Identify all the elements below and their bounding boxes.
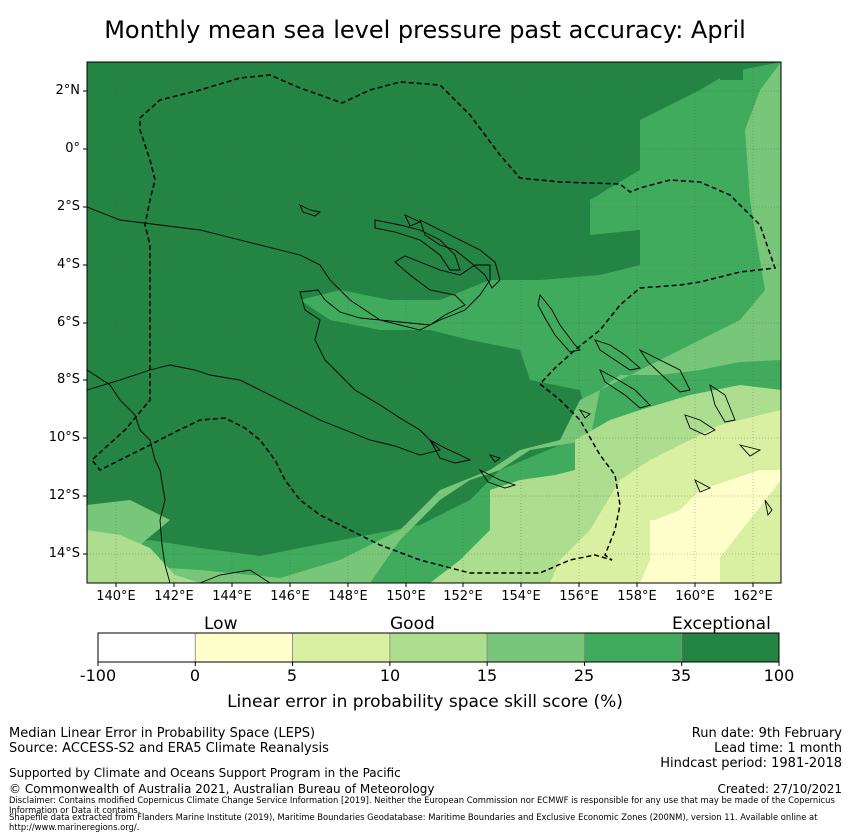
y-tick-label: 2°S [56, 199, 80, 214]
colorbar-bin [486, 632, 585, 663]
colorbar-tick-label: 25 [573, 666, 595, 685]
x-tick-label: 144°E [212, 589, 252, 604]
colorbar-frame [97, 632, 780, 663]
colorbar-tick-label: 35 [670, 666, 692, 685]
category-low: Low [204, 614, 238, 634]
colorbar [97, 632, 780, 666]
australia-coast [86, 369, 171, 584]
colorbar-bin [292, 632, 391, 663]
new-guinea-coast [86, 206, 491, 456]
colorbar-tick-label: 0 [189, 666, 201, 685]
footer-shapefile: Shapefile data extracted from Flanders M… [9, 812, 818, 832]
footer-copyright: © Commonwealth of Australia 2021, Austra… [9, 782, 435, 796]
y-tick-label: 8°S [56, 372, 80, 387]
y-tick-label: 10°S [48, 430, 80, 445]
y-tick-label: 2°N [55, 83, 81, 98]
colorbar-bin [681, 632, 780, 663]
x-tick-label: 154°E [501, 589, 541, 604]
coastlines [86, 204, 773, 584]
x-tick-label: 158°E [617, 589, 657, 604]
bougainville-coast [537, 293, 581, 353]
cape-york-coast [199, 569, 271, 584]
map-plot-area [86, 62, 781, 584]
y-tick-label: 0° [65, 141, 80, 156]
footer-source: Source: ACCESS-S2 and ERA5 Climate Reana… [9, 741, 329, 756]
footer-disclaimer: Disclaimer: Contains modified Copernicus… [9, 795, 835, 815]
new-ireland-coast [374, 219, 461, 271]
x-tick-label: 150°E [386, 589, 426, 604]
footer-supported: Supported by Climate and Oceans Support … [9, 766, 401, 780]
footer-created: Created: 27/10/2021 [717, 782, 842, 796]
x-tick-label: 146°E [270, 589, 310, 604]
colorbar-bin [389, 632, 488, 663]
category-exceptional: Exceptional [672, 614, 771, 634]
footer-run-date: Run date: 9th February [691, 726, 842, 741]
x-tick-label: 148°E [328, 589, 368, 604]
skill-zone-10-15-sw [87, 530, 200, 583]
footer-method: Median Linear Error in Probability Space… [9, 726, 316, 741]
colorbar-tick-label: 10 [379, 666, 401, 685]
colorbar-title: Linear error in probability space skill … [227, 692, 623, 712]
x-tick-marks [115, 583, 754, 587]
colorbar-bin [97, 632, 196, 663]
louisiade-coast [428, 438, 517, 489]
colorbar-tick-label: 5 [286, 666, 298, 685]
x-tick-label: 142°E [154, 589, 194, 604]
y-tick-marks [83, 90, 87, 555]
x-tick-label: 152°E [443, 589, 483, 604]
footer-hindcast: Hindcast period: 1981-2018 [660, 756, 842, 771]
solomon-islands-coast [594, 339, 736, 436]
new-britain-coast [419, 219, 501, 289]
colorbar-bin [584, 632, 683, 663]
y-tick-label: 4°S [56, 257, 80, 272]
eez-boundary [90, 74, 777, 574]
skill-zone-0-5-tile [650, 520, 720, 583]
x-tick-label: 156°E [559, 589, 599, 604]
x-tick-label: 140°E [96, 589, 136, 604]
x-tick-label: 162°E [733, 589, 773, 604]
footer-lead-time: Lead time: 1 month [714, 741, 842, 756]
colorbar-tick-label: 15 [476, 666, 498, 685]
colorbar-tick-label: -100 [79, 666, 117, 685]
chart-title: Monthly mean sea level pressure past acc… [104, 16, 746, 44]
y-tick-label: 12°S [48, 488, 80, 503]
colorbar-bin [194, 632, 293, 663]
category-good: Good [390, 614, 435, 634]
x-tick-label: 160°E [675, 589, 715, 604]
small-islands-coast [299, 204, 773, 517]
y-tick-label: 6°S [56, 315, 80, 330]
skill-zone-exceptional-tile [720, 62, 743, 80]
y-tick-label: 14°S [48, 546, 80, 561]
colorbar-tick-label: 100 [763, 666, 795, 685]
